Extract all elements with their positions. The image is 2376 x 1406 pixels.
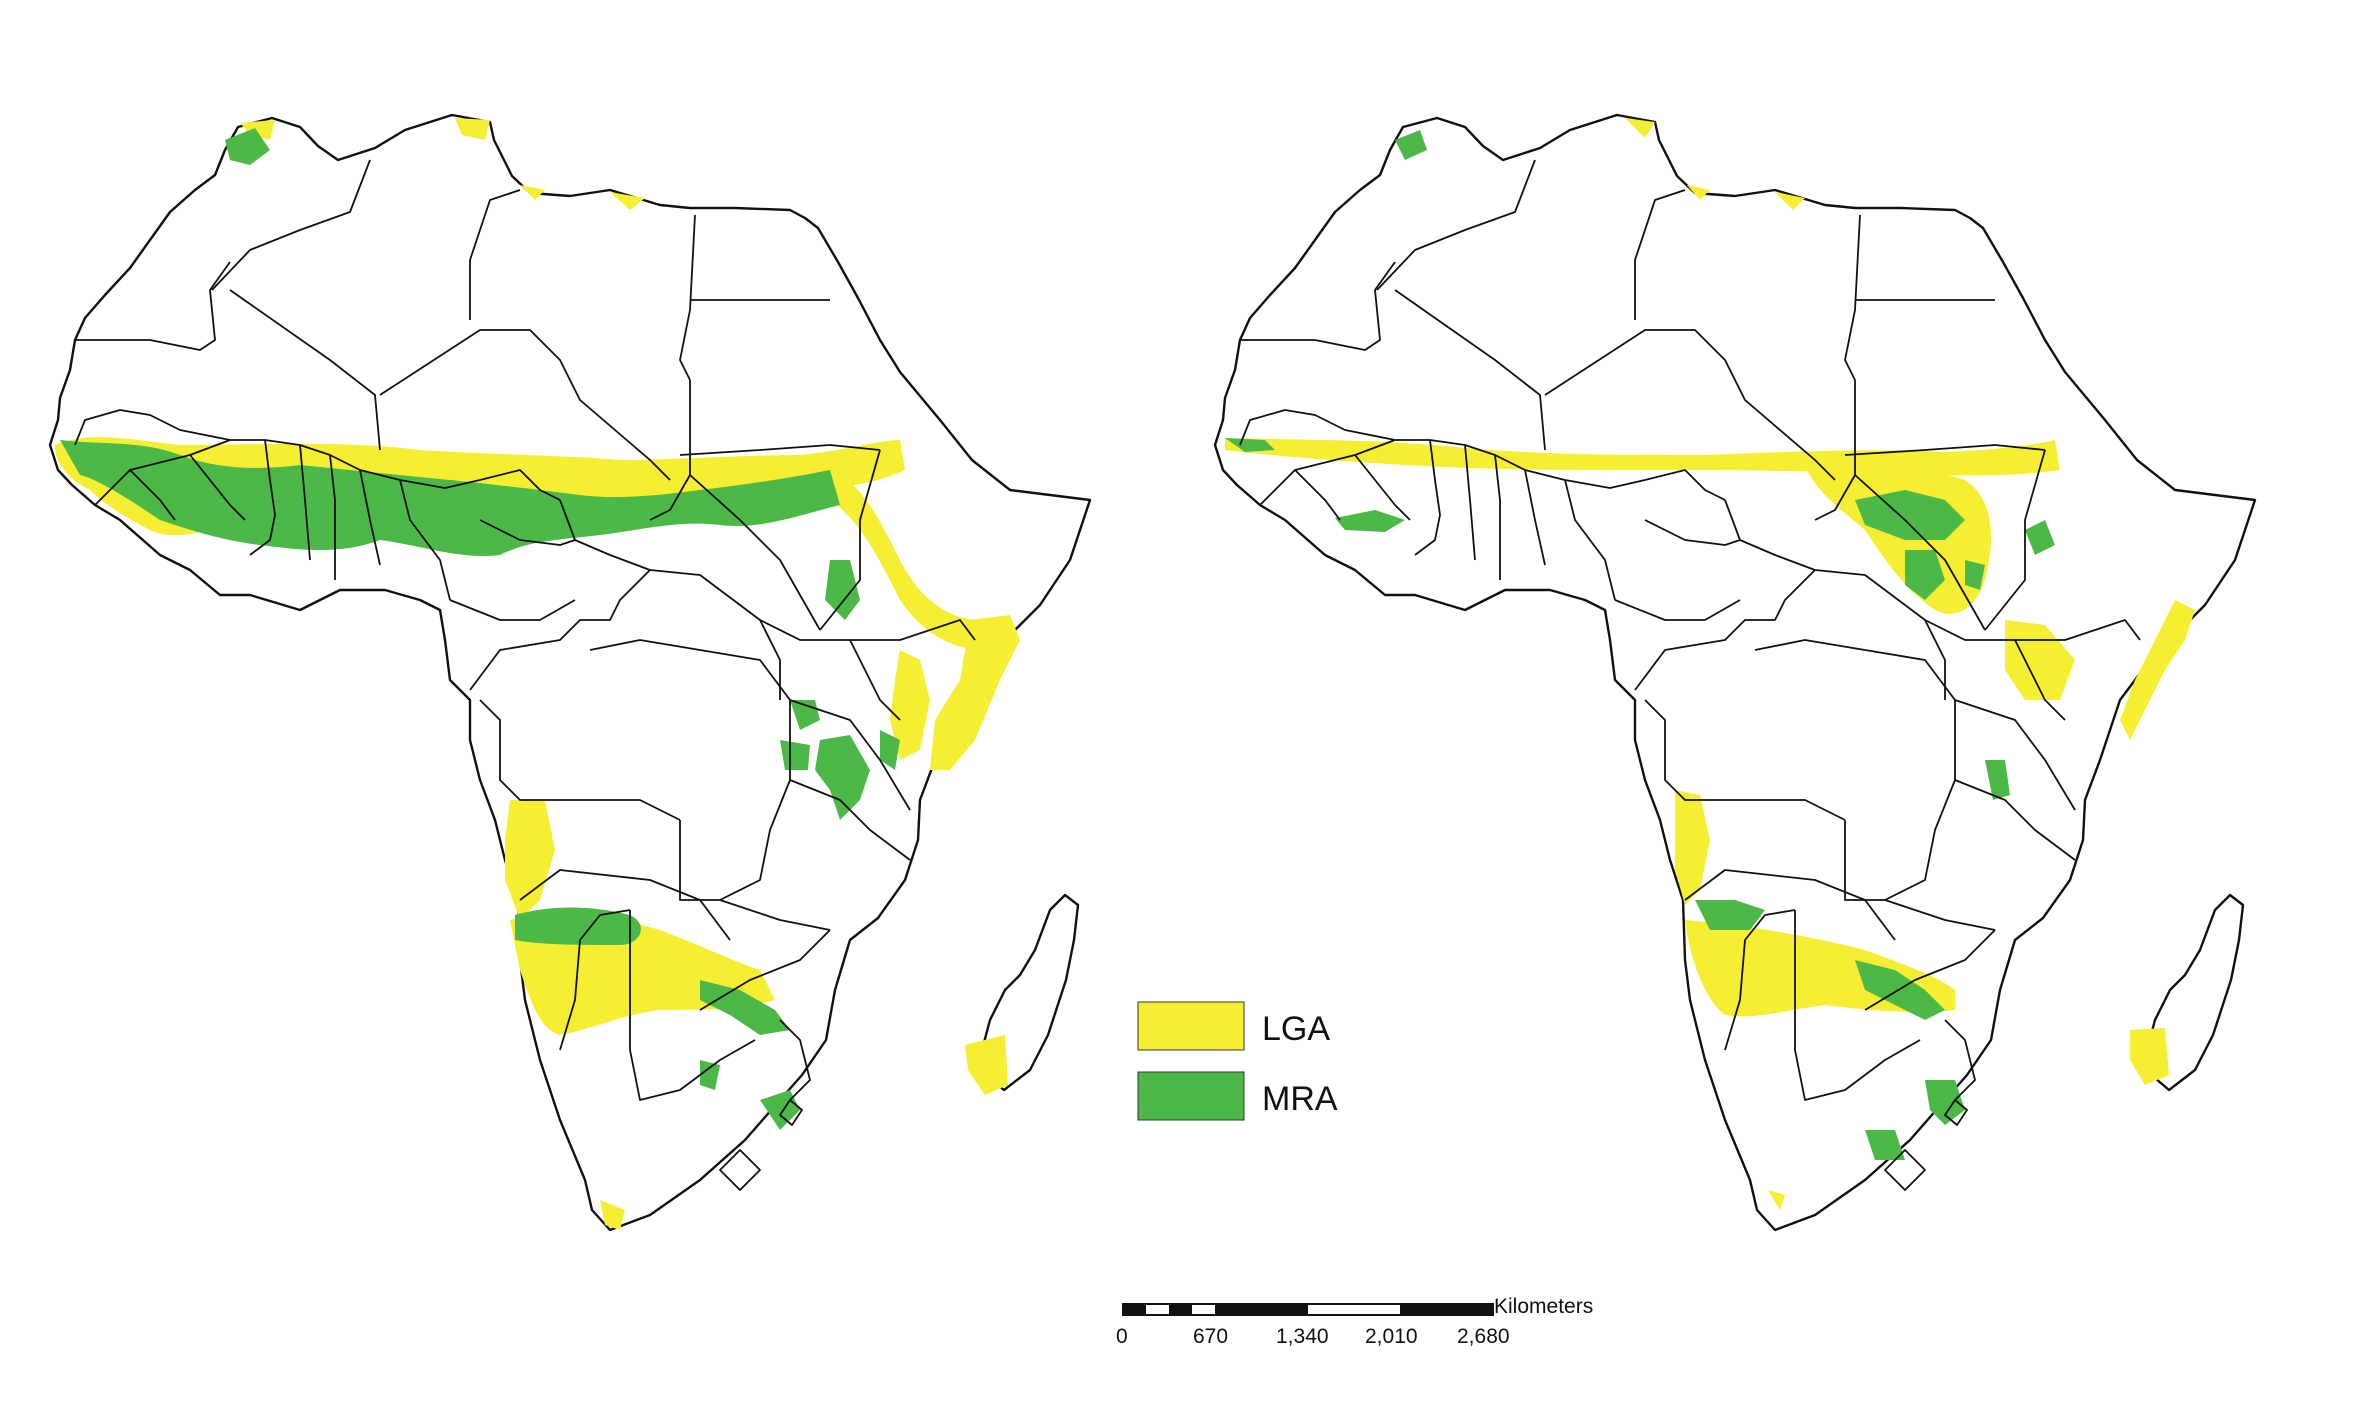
africa-outline-left [48,113,1092,1232]
scale-bar: Kilometers 0 670 1,340 2,010 2,680 [1116,1295,1593,1348]
scale-tick-2: 1,340 [1276,1325,1329,1348]
scale-tick-1: 670 [1193,1325,1228,1348]
africa-outline-right [1213,113,2257,1232]
mra-areas-left [60,128,900,1130]
legend-label-mra: MRA [1262,1080,1338,1118]
legend-swatch-lga [1137,1001,1245,1051]
scale-unit: Kilometers [1494,1295,1593,1318]
map-left [48,113,1092,1232]
legend: LGA MRA [1137,1001,1338,1121]
legend-label-lga: LGA [1262,1010,1330,1048]
legend-swatch-mra [1137,1071,1245,1121]
scale-tick-4: 2,680 [1457,1325,1510,1348]
map-right [1213,113,2257,1232]
scale-tick-3: 2,010 [1365,1325,1418,1348]
scale-tick-0: 0 [1116,1325,1128,1348]
